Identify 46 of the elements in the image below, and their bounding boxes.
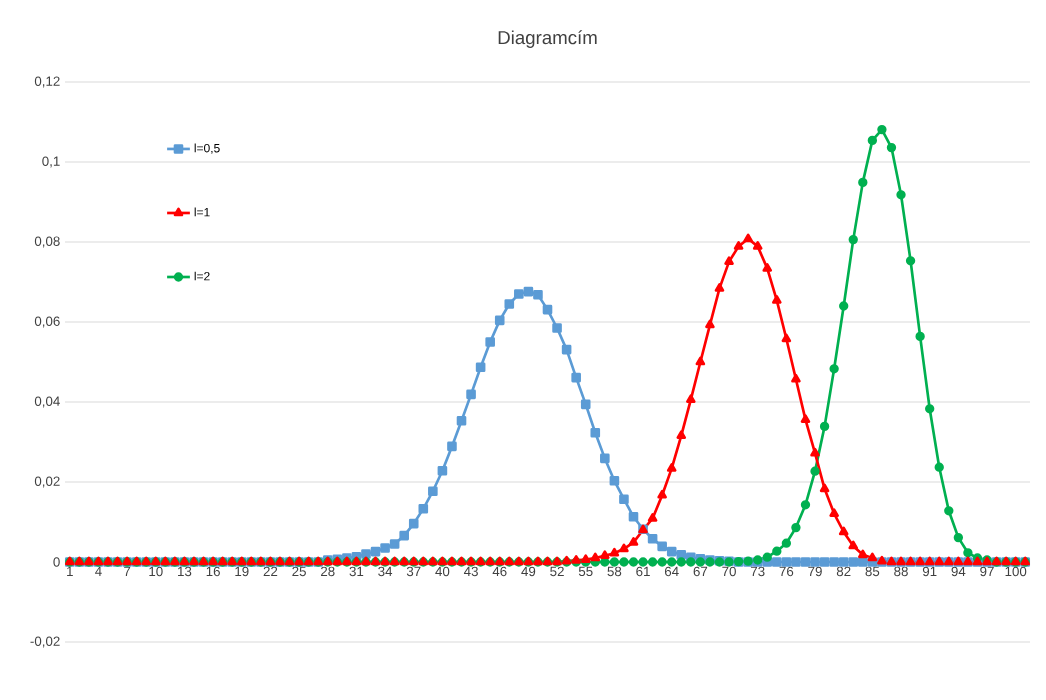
x-tick-label: 43 xyxy=(463,566,478,577)
x-tick-label: 67 xyxy=(693,566,708,577)
y-tick-label: 0,1 xyxy=(42,156,60,168)
chart-title: Diagramcím xyxy=(498,30,597,48)
y-tick-label: 0,06 xyxy=(34,316,60,328)
y-tick-label: 0 xyxy=(53,557,60,567)
x-tick-label: 88 xyxy=(894,566,908,577)
x-tick-label: 28 xyxy=(321,566,335,577)
x-tick-label: 94 xyxy=(951,566,966,577)
x-tick-label: 40 xyxy=(435,566,450,577)
x-tick-label: 73 xyxy=(750,566,765,577)
x-tick-label: 22 xyxy=(263,566,278,577)
x-tick-label: 31 xyxy=(349,566,364,577)
x-tick-label: 37 xyxy=(406,566,421,577)
y-tick-label: 0,12 xyxy=(34,76,60,88)
x-tick-label: 25 xyxy=(292,566,306,577)
x-tick-label: 82 xyxy=(836,566,851,577)
x-tick-label: 1 xyxy=(67,566,73,576)
y-tick-label: -0,02 xyxy=(30,636,60,648)
x-tick-label: 79 xyxy=(808,566,822,577)
x-tick-label: 85 xyxy=(865,566,880,577)
x-tick-label: 7 xyxy=(124,566,131,576)
x-tick-label: 10 xyxy=(149,566,163,577)
x-tick-label: 16 xyxy=(206,566,220,577)
y-tick-label: 0,02 xyxy=(34,476,60,488)
x-tick-label: 19 xyxy=(235,566,249,577)
x-tick-label: 34 xyxy=(378,566,393,577)
x-tick-label: 52 xyxy=(550,566,564,577)
x-tick-label: 61 xyxy=(636,566,650,577)
legend-label: l=0,5 xyxy=(194,143,220,154)
legend-label: l=2 xyxy=(194,271,210,281)
x-tick-label: 70 xyxy=(722,566,736,577)
y-tick-label: 0,04 xyxy=(34,396,60,408)
x-tick-label: 64 xyxy=(664,566,679,577)
x-tick-label: 58 xyxy=(607,566,622,577)
x-tick-label: 91 xyxy=(922,566,937,577)
x-tick-label: 13 xyxy=(178,566,192,577)
legend-label: l=1 xyxy=(194,207,210,217)
y-tick-label: 0,08 xyxy=(34,236,60,248)
x-tick-label: 46 xyxy=(492,566,507,577)
x-tick-label: 97 xyxy=(980,566,994,577)
x-tick-label: 100 xyxy=(1005,566,1027,577)
x-tick-label: 49 xyxy=(521,566,536,577)
x-tick-label: 76 xyxy=(779,566,794,577)
x-tick-label: 55 xyxy=(578,566,593,577)
x-tick-label: 4 xyxy=(95,566,102,576)
